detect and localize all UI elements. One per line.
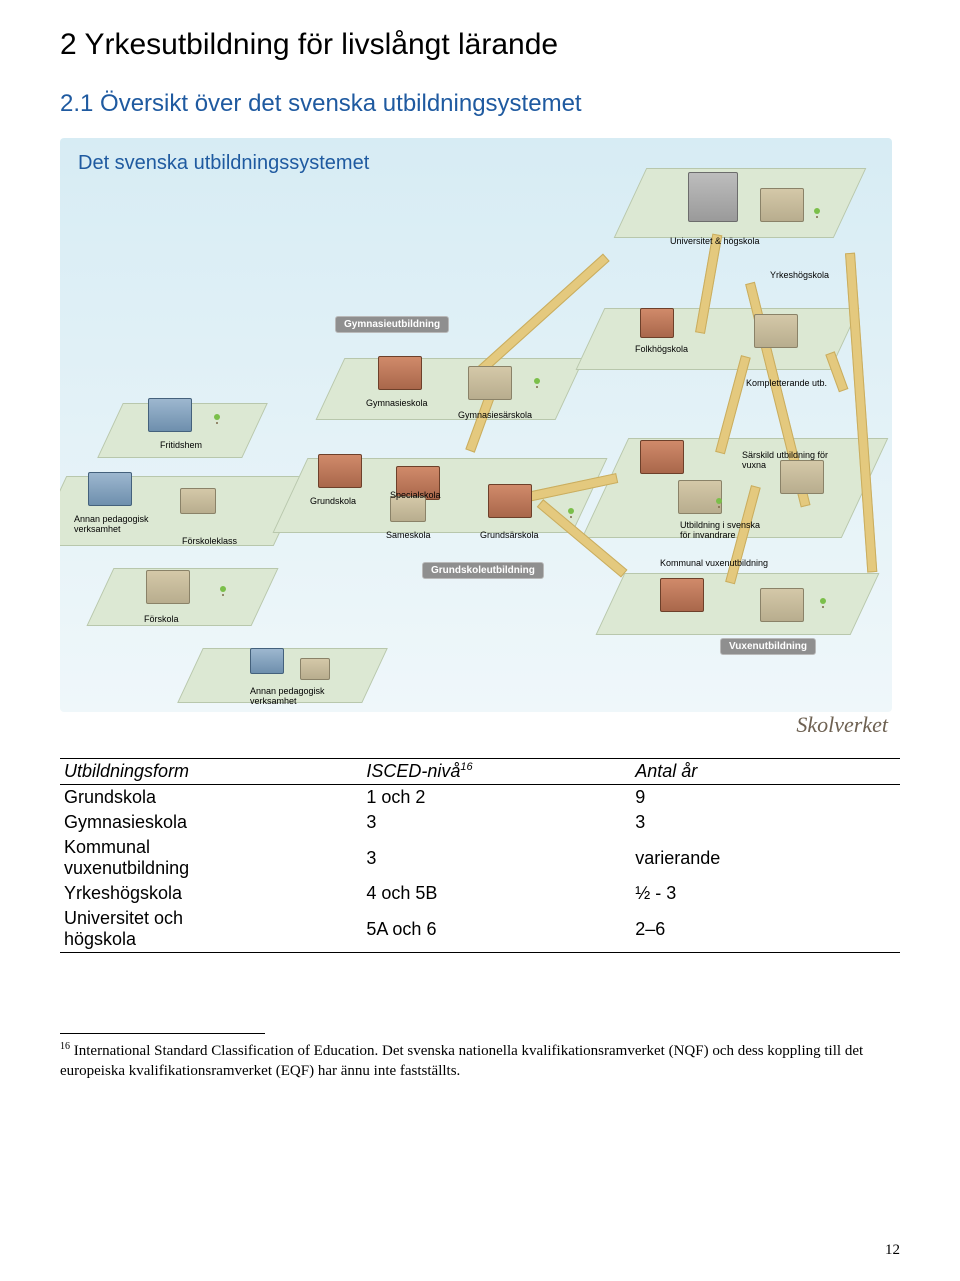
- table-cell: 1 och 2: [362, 785, 631, 811]
- platform: [576, 308, 860, 370]
- table-cell: 3: [362, 835, 631, 881]
- node-label: Annan pedagogisk verksamhet: [250, 686, 325, 707]
- table-row: Universitet och högskola 5A och 6 2–6: [60, 906, 900, 953]
- heading-1: 2 Yrkesutbildning för livslångt lärande: [60, 28, 900, 62]
- footnote-number: 16: [60, 1041, 70, 1052]
- path: [825, 351, 848, 392]
- isced-table: Utbildningsform ISCED-nivå16 Antal år Gr…: [60, 758, 900, 953]
- building-icon: [378, 356, 422, 390]
- table-cell: 3: [631, 810, 900, 835]
- node-label: Gymnasiesärskola: [458, 410, 532, 420]
- footnote-rule: [60, 1033, 265, 1034]
- tree-icon: [214, 414, 220, 420]
- building-icon: [180, 488, 216, 514]
- table-header: Utbildningsform: [60, 759, 362, 785]
- footnote: 16 International Standard Classification…: [60, 1040, 900, 1081]
- tree-icon: [716, 498, 722, 504]
- node-label: Fritidshem: [160, 440, 202, 450]
- table-cell: Kommunal vuxenutbildning: [60, 835, 362, 881]
- path: [845, 253, 877, 573]
- node-label: Folkhögskola: [635, 344, 688, 354]
- building-icon: [250, 648, 284, 674]
- node-label: Yrkeshögskola: [770, 270, 829, 280]
- table-header: Antal år: [631, 759, 900, 785]
- education-system-diagram: Det svenska utbildningssystemet: [60, 138, 892, 712]
- building-icon: [468, 366, 512, 400]
- node-label: Kommunal vuxenutbildning: [660, 558, 768, 568]
- brand-logo-text: Skolverket: [796, 712, 888, 738]
- platform: [316, 358, 585, 420]
- table-row: Gymnasieskola 3 3: [60, 810, 900, 835]
- table-row: Grundskola 1 och 2 9: [60, 785, 900, 811]
- building-icon: [688, 172, 738, 222]
- node-label: Förskola: [144, 614, 179, 624]
- diagram-title: Det svenska utbildningssystemet: [78, 152, 369, 175]
- tree-icon: [220, 586, 226, 592]
- building-icon: [760, 188, 804, 222]
- node-label: Sameskola: [386, 530, 431, 540]
- building-icon: [318, 454, 362, 488]
- building-icon: [148, 398, 192, 432]
- node-label: Kompletterande utb.: [746, 378, 827, 388]
- tree-icon: [820, 598, 826, 604]
- node-label: Specialskola: [390, 490, 441, 500]
- node-label: Utbildning i svenska för invandrare: [680, 520, 760, 541]
- node-label: Förskoleklass: [182, 536, 237, 546]
- node-label: Annan pedagogisk verksamhet: [74, 514, 149, 535]
- node-label: Gymnasieskola: [366, 398, 428, 408]
- level-label-grundskole: Grundskoleutbildning: [422, 562, 544, 579]
- diagram-container: Det svenska utbildningssystemet: [60, 138, 892, 712]
- node-label: Grundsärskola: [480, 530, 539, 540]
- table-cell: Universitet och högskola: [60, 906, 362, 953]
- table-cell: 3: [362, 810, 631, 835]
- table-cell: Yrkeshögskola: [60, 881, 362, 906]
- building-icon: [760, 588, 804, 622]
- table-row: Yrkeshögskola 4 och 5B ½ - 3: [60, 881, 900, 906]
- page-number: 12: [885, 1242, 900, 1259]
- level-label-gymnasie: Gymnasieutbildning: [335, 316, 449, 333]
- level-label-vuxen: Vuxenutbildning: [720, 638, 816, 655]
- building-icon: [88, 472, 132, 506]
- table-cell: ½ - 3: [631, 881, 900, 906]
- building-icon: [660, 578, 704, 612]
- table-cell: Grundskola: [60, 785, 362, 811]
- building-icon: [300, 658, 330, 680]
- table-cell: 4 och 5B: [362, 881, 631, 906]
- heading-2: 2.1 Översikt över det svenska utbildning…: [60, 90, 900, 118]
- table-header: ISCED-nivå16: [362, 759, 631, 785]
- table-row: Kommunal vuxenutbildning 3 varierande: [60, 835, 900, 881]
- building-icon: [640, 440, 684, 474]
- node-label: Särskild utbildning för vuxna: [742, 450, 852, 471]
- tree-icon: [568, 508, 574, 514]
- node-label: Universitet & högskola: [670, 236, 760, 246]
- table-cell: Gymnasieskola: [60, 810, 362, 835]
- node-label: Grundskola: [310, 496, 356, 506]
- building-icon: [146, 570, 190, 604]
- footnote-text: International Standard Classification of…: [60, 1043, 863, 1079]
- table-cell: 9: [631, 785, 900, 811]
- platform: [596, 573, 880, 635]
- table-cell: 5A och 6: [362, 906, 631, 953]
- building-icon: [754, 314, 798, 348]
- building-icon: [640, 308, 674, 338]
- tree-icon: [534, 378, 540, 384]
- building-icon: [488, 484, 532, 518]
- building-icon: [678, 480, 722, 514]
- tree-icon: [814, 208, 820, 214]
- table-cell: varierande: [631, 835, 900, 881]
- table-cell: 2–6: [631, 906, 900, 953]
- platform: [614, 168, 867, 238]
